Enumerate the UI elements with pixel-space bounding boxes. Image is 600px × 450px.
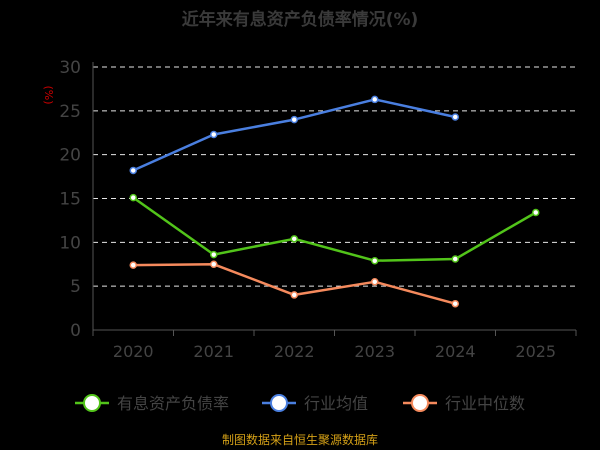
chart-title: 近年来有息资产负债率情况(%): [182, 9, 419, 30]
x-tick-label: 2023: [354, 342, 395, 361]
data-point: [290, 291, 298, 299]
series-line-1: [132, 98, 456, 172]
data-point: [129, 261, 137, 269]
y-tick-label: 0: [70, 321, 81, 341]
y-tick-label: 25: [59, 102, 81, 122]
x-tick-label: 2025: [515, 342, 556, 361]
legend-marker: [83, 394, 101, 412]
data-point: [129, 193, 137, 202]
data-point: [451, 113, 459, 121]
data-point: [451, 299, 459, 308]
data-point: [451, 255, 459, 263]
series-line-0: [132, 196, 537, 262]
legend-label: 有息资产负债率: [117, 394, 229, 413]
data-point: [532, 208, 540, 217]
data-point: [371, 95, 379, 104]
y-tick-label: 10: [59, 233, 81, 253]
y-axis-label: (%): [42, 85, 55, 104]
data-point: [371, 256, 379, 265]
legend-label: 行业中位数: [445, 394, 525, 413]
x-tick-label: 2024: [435, 342, 476, 361]
series-group: [129, 95, 540, 308]
data-point: [290, 115, 298, 124]
x-tick-label: 2022: [274, 342, 315, 361]
x-axis: 2020 2021 2022 2023 2024 2025: [92, 62, 577, 361]
legend-label: 行业均值: [304, 394, 368, 413]
legend: 有息资产负债率 行业均值 行业中位数: [75, 394, 525, 413]
grid-lines: [93, 66, 576, 287]
x-tick-label: 2021: [193, 342, 234, 361]
legend-marker: [411, 394, 429, 412]
data-point: [210, 260, 218, 268]
legend-marker: [270, 394, 288, 412]
data-point: [210, 250, 218, 259]
source-note: 制图数据来自恒生聚源数据库: [222, 432, 378, 447]
y-tick-label: 5: [70, 277, 81, 297]
y-tick-label: 20: [59, 146, 81, 166]
data-point: [210, 130, 218, 139]
x-tick-label: 2020: [113, 342, 154, 361]
y-tick-label: 30: [59, 58, 81, 78]
y-axis-ticks: 0 5 10 15 20 25 30: [59, 58, 81, 341]
data-point: [129, 166, 137, 175]
data-point: [371, 278, 379, 286]
data-point: [290, 235, 298, 243]
y-tick-label: 15: [59, 190, 81, 210]
